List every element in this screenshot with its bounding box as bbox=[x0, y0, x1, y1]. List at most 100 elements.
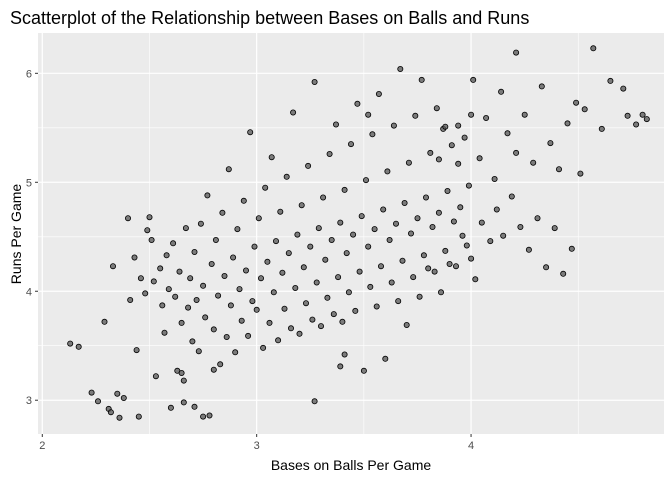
data-point bbox=[225, 166, 232, 173]
data-point bbox=[200, 282, 207, 289]
data-point bbox=[307, 243, 314, 250]
data-point bbox=[401, 199, 408, 206]
data-point bbox=[328, 236, 335, 243]
data-point bbox=[508, 193, 515, 200]
data-point bbox=[431, 268, 438, 275]
data-point bbox=[365, 243, 372, 250]
data-point bbox=[208, 260, 215, 267]
data-point bbox=[386, 236, 393, 243]
data-point bbox=[230, 254, 237, 261]
data-point bbox=[373, 303, 380, 310]
y-axis-title: Runs Per Game bbox=[8, 184, 24, 285]
data-point bbox=[110, 263, 117, 270]
data-point bbox=[133, 347, 140, 354]
data-point bbox=[433, 105, 440, 112]
data-point bbox=[176, 268, 183, 275]
x-tick-label: 2 bbox=[39, 440, 45, 452]
data-point bbox=[127, 296, 134, 303]
data-point bbox=[369, 131, 376, 138]
data-point bbox=[624, 112, 631, 119]
data-point bbox=[180, 399, 187, 406]
data-point bbox=[463, 242, 470, 249]
data-point bbox=[416, 293, 423, 300]
data-point bbox=[435, 209, 442, 216]
data-point bbox=[395, 298, 402, 305]
data-point bbox=[577, 170, 584, 177]
data-point bbox=[341, 351, 348, 358]
data-point bbox=[152, 373, 159, 380]
data-point bbox=[420, 252, 427, 259]
data-point bbox=[67, 340, 74, 347]
data-point bbox=[268, 154, 275, 161]
data-point bbox=[270, 289, 277, 296]
data-point bbox=[418, 76, 425, 83]
data-point bbox=[204, 192, 211, 199]
data-point bbox=[452, 263, 459, 270]
data-point bbox=[399, 257, 406, 264]
data-point bbox=[322, 256, 329, 263]
data-point bbox=[189, 338, 196, 345]
data-point bbox=[345, 289, 352, 296]
data-point bbox=[320, 194, 327, 201]
data-point bbox=[392, 220, 399, 227]
data-point bbox=[639, 111, 646, 118]
data-point bbox=[223, 333, 230, 340]
data-point bbox=[296, 330, 303, 337]
data-point bbox=[182, 225, 189, 232]
data-point bbox=[148, 236, 155, 243]
data-point bbox=[465, 182, 472, 189]
data-point bbox=[266, 319, 273, 326]
data-point bbox=[150, 278, 157, 285]
data-point bbox=[337, 363, 344, 370]
data-point bbox=[375, 91, 382, 98]
x-tick-label: 3 bbox=[254, 440, 260, 452]
data-point bbox=[191, 403, 198, 410]
data-point bbox=[245, 332, 252, 339]
data-point bbox=[493, 206, 500, 213]
data-point bbox=[337, 219, 344, 226]
data-point bbox=[332, 121, 339, 128]
data-point bbox=[412, 112, 419, 119]
data-point bbox=[350, 231, 357, 238]
data-point bbox=[354, 100, 361, 107]
data-point bbox=[513, 149, 520, 156]
data-point bbox=[251, 243, 258, 250]
data-point bbox=[487, 238, 494, 245]
data-point bbox=[422, 194, 429, 201]
data-point bbox=[455, 160, 462, 167]
data-point bbox=[167, 404, 174, 411]
data-point bbox=[457, 204, 464, 211]
data-point bbox=[607, 77, 614, 84]
data-point bbox=[159, 302, 166, 309]
data-point bbox=[643, 116, 650, 123]
data-point bbox=[498, 88, 505, 95]
data-point bbox=[247, 129, 254, 136]
data-point bbox=[290, 109, 297, 116]
data-point bbox=[403, 321, 410, 328]
data-point bbox=[144, 227, 151, 234]
data-point bbox=[517, 223, 524, 230]
data-point bbox=[326, 150, 333, 157]
data-point bbox=[227, 302, 234, 309]
data-point bbox=[470, 76, 477, 83]
data-point bbox=[88, 389, 95, 396]
data-point bbox=[343, 250, 350, 257]
data-point bbox=[219, 209, 226, 216]
data-point bbox=[191, 248, 198, 255]
data-point bbox=[315, 225, 322, 232]
data-point bbox=[633, 121, 640, 128]
data-point bbox=[556, 166, 563, 173]
data-point bbox=[255, 215, 262, 222]
data-point bbox=[442, 247, 449, 254]
data-point bbox=[302, 300, 309, 307]
data-point bbox=[551, 225, 558, 232]
y-tick-label: 4 bbox=[26, 286, 32, 298]
data-point bbox=[165, 286, 172, 293]
data-point bbox=[442, 123, 449, 130]
data-point bbox=[427, 149, 434, 156]
x-axis-title: Bases on Balls Per Game bbox=[271, 457, 432, 473]
y-axis-ticks: 3 4 5 6 bbox=[26, 68, 38, 407]
data-point bbox=[534, 215, 541, 222]
data-point bbox=[311, 79, 318, 86]
data-point bbox=[264, 258, 271, 265]
